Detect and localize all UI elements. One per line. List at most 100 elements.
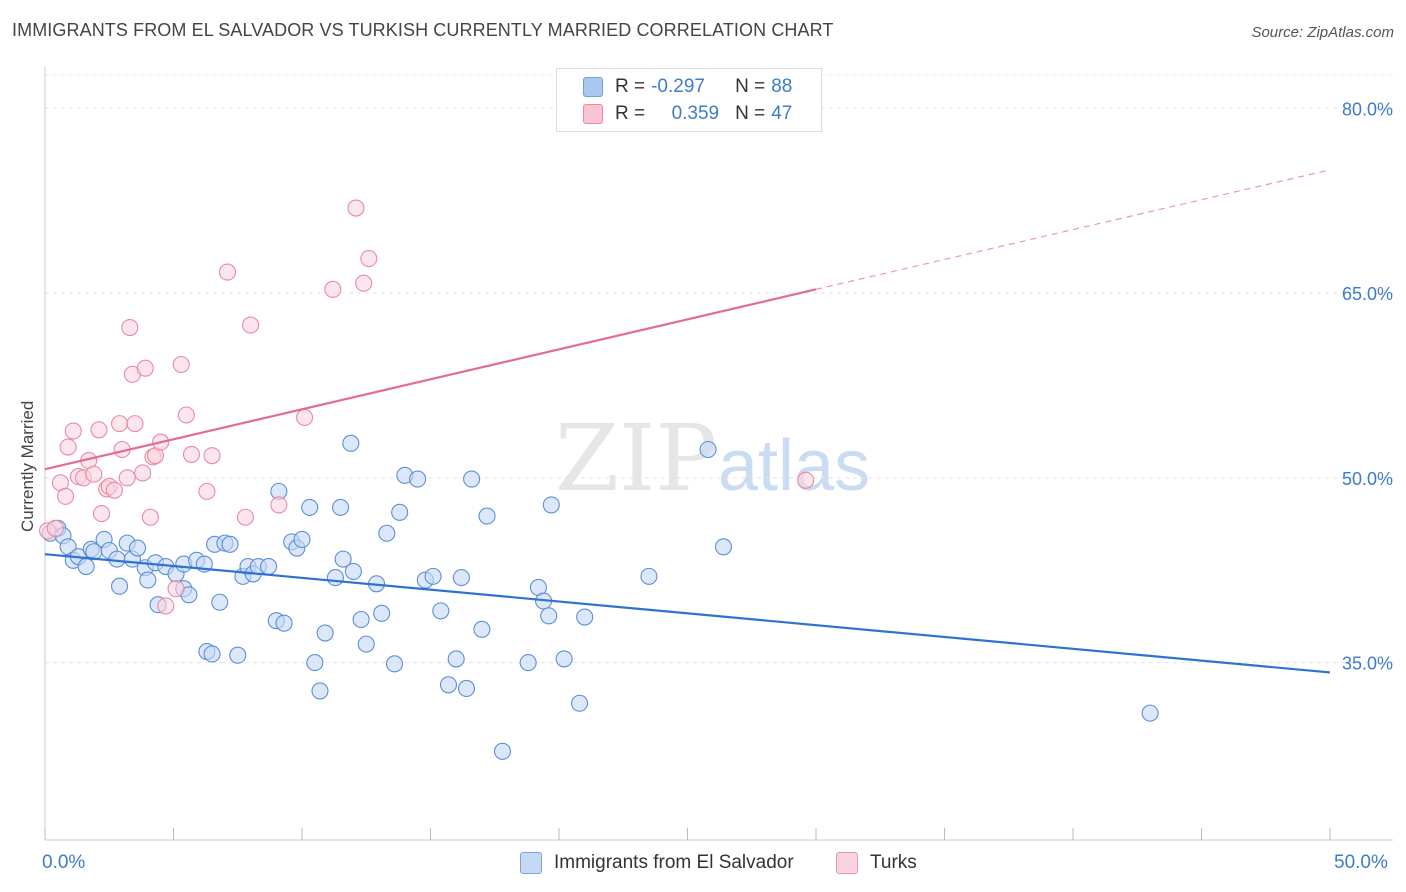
point-turks	[110, 415, 129, 433]
point-turks	[324, 280, 342, 298]
point-turks	[797, 471, 815, 489]
point-el-salvador	[473, 620, 491, 638]
y-tick-label: 65.0%	[1342, 284, 1393, 304]
legend-r-value: 0.359	[671, 103, 720, 124]
point-turks	[64, 422, 82, 440]
point-el-salvador	[385, 655, 404, 673]
bottom-legend-label-el-salvador: Immigrants from El Salvador	[554, 852, 794, 873]
point-turks	[46, 519, 64, 537]
legend-swatch-turks	[583, 104, 603, 124]
point-el-salvador	[301, 498, 319, 516]
point-turks	[157, 597, 175, 615]
point-turks	[105, 481, 123, 499]
point-turks	[360, 250, 378, 268]
trend-line-extension-turks	[815, 169, 1331, 290]
source-credit: Source: ZipAtlas.com	[1251, 24, 1394, 41]
point-el-salvador	[463, 470, 481, 488]
point-turks	[177, 406, 195, 424]
point-el-salvador	[424, 567, 442, 585]
point-el-salvador	[576, 608, 594, 626]
point-el-salvador	[311, 682, 329, 700]
point-el-salvador	[352, 610, 370, 629]
point-turks	[296, 408, 314, 427]
trend-line-turks	[44, 288, 817, 471]
point-el-salvador	[447, 650, 465, 668]
legend-row-turks: R = 0.359 N = 47	[583, 102, 792, 126]
point-turks	[57, 487, 75, 505]
point-turks	[347, 199, 365, 217]
point-el-salvador	[373, 604, 391, 622]
point-turks	[198, 482, 216, 500]
point-el-salvador	[542, 496, 560, 514]
point-el-salvador	[1141, 704, 1159, 722]
legend-swatch-el-salvador	[583, 77, 603, 97]
legend-r-label: R =	[615, 103, 646, 124]
legend-r-label: R =	[615, 76, 646, 97]
x-tick-label-min: 0.0%	[42, 852, 86, 873]
point-turks	[242, 316, 260, 334]
point-turks	[355, 274, 373, 292]
point-turks	[118, 469, 136, 487]
point-el-salvador	[211, 593, 229, 611]
point-el-salvador	[493, 742, 512, 760]
watermark-zip: ZIP	[555, 405, 717, 512]
point-turks	[270, 496, 288, 514]
bottom-legend-label-turks: Turks	[870, 852, 917, 873]
point-turks	[236, 508, 255, 526]
point-turks	[182, 445, 201, 463]
point-el-salvador	[439, 676, 458, 694]
legend-row-el-salvador: R = -0.297 N = 88	[583, 75, 792, 99]
point-el-salvador	[432, 602, 450, 620]
legend-r-value: -0.297	[651, 76, 705, 97]
point-el-salvador	[452, 569, 470, 587]
point-el-salvador	[326, 569, 344, 587]
y-tick-label: 80.0%	[1342, 99, 1393, 119]
point-el-salvador	[331, 498, 350, 516]
point-el-salvador	[77, 557, 95, 576]
point-turks	[203, 447, 221, 465]
point-el-salvador	[293, 530, 311, 548]
point-turks	[167, 580, 185, 598]
bottom-legend-swatch-el-salvador	[520, 852, 542, 874]
bottom-legend-el-salvador: Immigrants from El Salvador	[520, 852, 794, 874]
y-tick-label: 35.0%	[1342, 654, 1393, 674]
chart-title: IMMIGRANTS FROM EL SALVADOR VS TURKISH C…	[12, 20, 834, 40]
point-turks	[59, 438, 77, 456]
point-turks	[121, 318, 139, 337]
point-turks	[134, 464, 152, 482]
trend-line-el-salvador	[44, 553, 1331, 674]
point-el-salvador	[571, 694, 589, 712]
point-el-salvador	[699, 440, 717, 459]
point-el-salvador	[139, 571, 157, 589]
point-turks	[92, 505, 111, 523]
point-el-salvador	[342, 434, 360, 452]
point-el-salvador	[714, 538, 733, 556]
stats-legend: R = -0.297 N = 88 R = 0.359 N = 47	[556, 68, 822, 132]
point-el-salvador	[108, 550, 126, 568]
point-el-salvador	[378, 524, 396, 542]
point-turks	[126, 415, 144, 433]
point-el-salvador	[519, 654, 537, 672]
point-el-salvador	[640, 567, 658, 585]
bottom-legend-swatch-turks	[836, 852, 858, 874]
point-el-salvador	[357, 635, 375, 653]
point-el-salvador	[260, 557, 278, 576]
point-el-salvador	[229, 646, 247, 664]
point-turks	[85, 465, 103, 483]
x-tick-label-max: 50.0%	[1334, 852, 1388, 873]
y-tick-label: 50.0%	[1342, 469, 1393, 489]
legend-n-label: N =	[735, 76, 766, 97]
point-el-salvador	[316, 624, 334, 642]
point-el-salvador	[555, 650, 573, 668]
watermark-atlas: atlas	[718, 426, 870, 506]
point-turks	[218, 263, 237, 281]
point-el-salvador	[457, 679, 476, 698]
point-turks	[172, 355, 190, 374]
point-el-salvador	[128, 539, 147, 557]
legend-n-value: 88	[771, 76, 793, 97]
point-el-salvador	[478, 507, 496, 525]
point-el-salvador	[221, 535, 239, 553]
legend-n-label: N =	[735, 103, 766, 124]
point-turks	[141, 508, 159, 526]
